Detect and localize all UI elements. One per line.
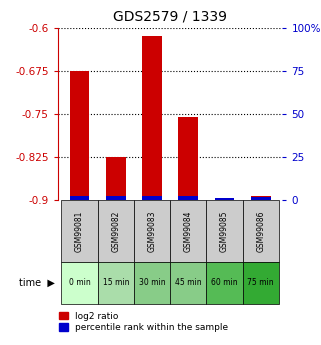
Bar — [61, 262, 98, 304]
Bar — [206, 262, 243, 304]
Bar — [106, 196, 126, 200]
Bar — [142, 36, 162, 200]
Bar — [214, 199, 234, 200]
Bar — [251, 197, 271, 200]
Bar — [243, 200, 279, 262]
Bar — [251, 196, 271, 200]
Bar — [70, 71, 90, 200]
Text: GSM99081: GSM99081 — [75, 210, 84, 252]
Text: 60 min: 60 min — [211, 278, 238, 287]
Bar — [142, 196, 162, 200]
Text: 0 min: 0 min — [69, 278, 91, 287]
Bar — [98, 200, 134, 262]
Bar — [178, 117, 198, 200]
Text: GSM99083: GSM99083 — [148, 210, 157, 252]
Bar — [206, 200, 243, 262]
Bar — [70, 196, 90, 200]
Text: GSM99085: GSM99085 — [220, 210, 229, 252]
Text: 75 min: 75 min — [247, 278, 274, 287]
Text: GSM99082: GSM99082 — [111, 210, 120, 252]
Title: GDS2579 / 1339: GDS2579 / 1339 — [113, 10, 227, 24]
Bar — [170, 200, 206, 262]
Text: time  ▶: time ▶ — [19, 278, 55, 288]
Bar — [98, 262, 134, 304]
Legend: log2 ratio, percentile rank within the sample: log2 ratio, percentile rank within the s… — [59, 312, 229, 332]
Text: 30 min: 30 min — [139, 278, 165, 287]
Bar — [243, 262, 279, 304]
Bar — [170, 262, 206, 304]
Text: GSM99086: GSM99086 — [256, 210, 265, 252]
Bar — [106, 157, 126, 200]
Text: 15 min: 15 min — [102, 278, 129, 287]
Text: 45 min: 45 min — [175, 278, 202, 287]
Bar — [178, 196, 198, 200]
Text: GSM99084: GSM99084 — [184, 210, 193, 252]
Bar — [134, 262, 170, 304]
Bar — [61, 200, 98, 262]
Bar — [214, 198, 234, 200]
Bar — [134, 200, 170, 262]
